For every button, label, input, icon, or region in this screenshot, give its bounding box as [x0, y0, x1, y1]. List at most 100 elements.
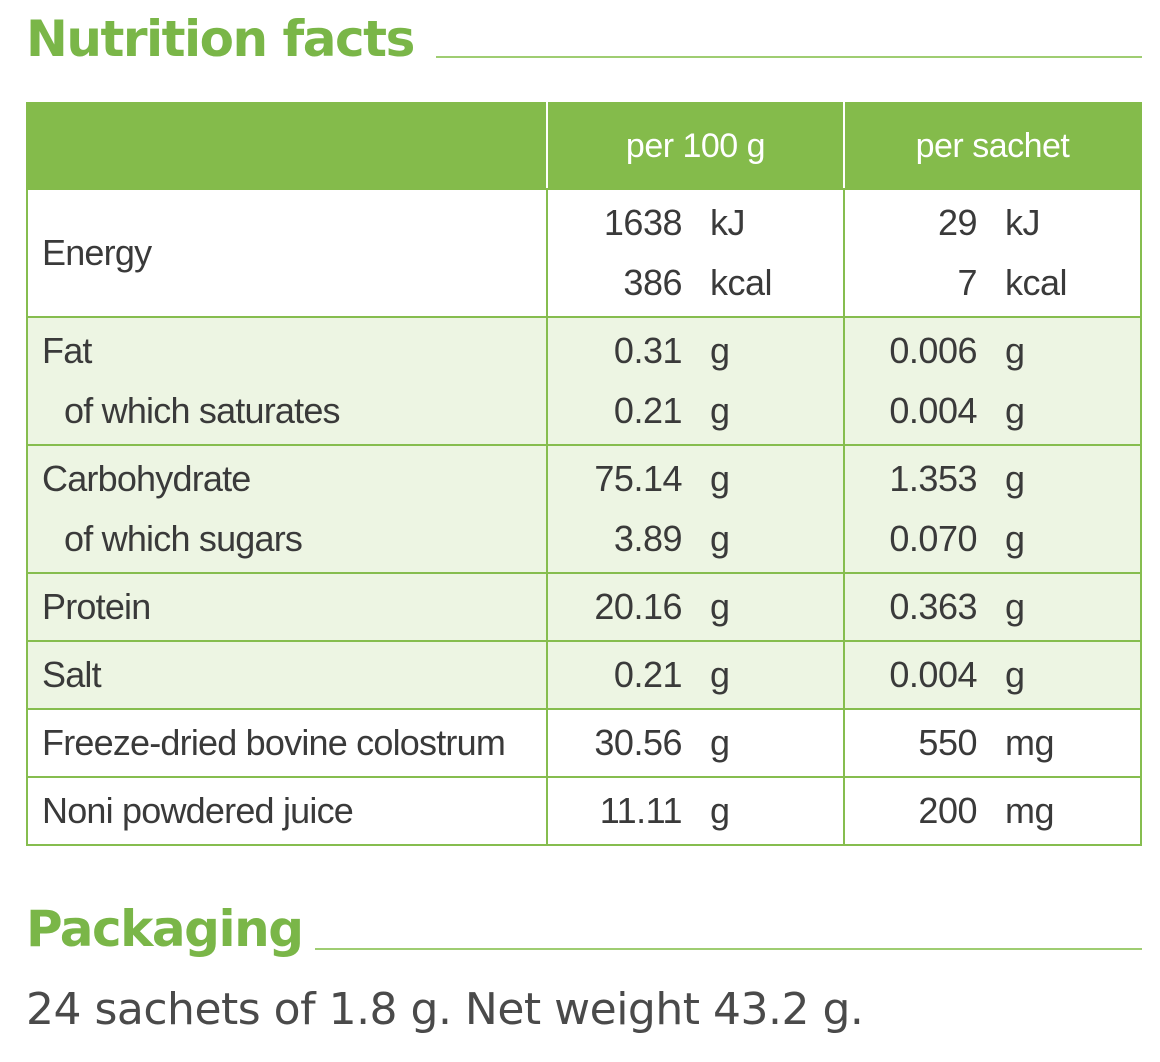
value-number: 20.16 — [594, 586, 682, 627]
value-per-sachet-cell: 550 mg — [843, 708, 1142, 778]
value-number: 1638 — [603, 202, 683, 243]
header-nutrient — [26, 102, 548, 190]
header-per-sachet: per sachet — [843, 102, 1142, 190]
nutrient-name: Carbohydrate — [42, 458, 251, 499]
table-header-row: per 100 g per sachet — [26, 102, 1142, 190]
value-unit: g — [1005, 458, 1025, 499]
value-number: 0.004 — [889, 390, 977, 431]
nutrition-table-body: Energy 1638 kJ 386 kcal 29 kJ 7 kcal Fat of which … — [26, 188, 1142, 846]
value-per-100g-cell: 0.31 g 0.21 g — [546, 316, 845, 446]
value-line: 0.21 g — [548, 645, 843, 705]
value-line: 0.004 g — [845, 645, 1140, 705]
value-line: 0.21 g — [548, 381, 843, 441]
value-number: 386 — [623, 262, 682, 303]
table-row: Energy 1638 kJ 386 kcal 29 kJ 7 kcal — [26, 188, 1142, 318]
value-per-sachet-cell: 0.363 g — [843, 572, 1142, 642]
nutrition-title: Nutrition facts — [26, 10, 415, 68]
value-unit: g — [710, 790, 730, 831]
table-row: Noni powdered juice 11.11 g 200 mg — [26, 776, 1142, 846]
value-per-100g-cell: 75.14 g 3.89 g — [546, 444, 845, 574]
value-line: 1.353 g — [845, 449, 1140, 509]
value-line: 29 kJ — [845, 193, 1140, 253]
value-unit: g — [710, 458, 730, 499]
value-unit: g — [710, 330, 730, 371]
packaging-title-rule — [314, 948, 1142, 950]
nutrient-name: Freeze-dried bovine colostrum — [42, 722, 506, 763]
value-unit: g — [1005, 390, 1025, 431]
nutrient-label-cell: Energy — [26, 188, 548, 318]
value-per-100g-cell: 11.11 g — [546, 776, 845, 846]
value-unit: g — [710, 390, 730, 431]
table-row: Freeze-dried bovine colostrum 30.56 g 550 mg — [26, 708, 1142, 778]
nutrient-label-cell: Noni powdered juice — [26, 776, 548, 846]
packaging-title: Packaging — [26, 900, 304, 958]
value-unit: mg — [1005, 790, 1055, 831]
value-number: 0.070 — [889, 518, 977, 559]
value-line: 20.16 g — [548, 577, 843, 637]
value-number: 3.89 — [613, 518, 683, 559]
packaging-heading: Packaging — [26, 904, 1142, 954]
value-line: 11.11 g — [548, 781, 843, 841]
nutrient-name: Salt — [42, 654, 102, 695]
value-number: 30.56 — [594, 722, 682, 763]
value-number: 0.363 — [889, 586, 977, 627]
nutrition-heading: Nutrition facts — [26, 14, 1142, 64]
value-per-sachet-cell: 1.353 g 0.070 g — [843, 444, 1142, 574]
value-unit: kJ — [1005, 202, 1041, 243]
packaging-description: 24 sachets of 1.8 g. Net weight 43.2 g. — [26, 984, 864, 1035]
value-per-sachet-cell: 200 mg — [843, 776, 1142, 846]
nutrition-title-rule — [435, 56, 1142, 58]
value-unit: g — [710, 654, 730, 695]
value-unit: g — [1005, 518, 1025, 559]
value-number: 0.31 — [613, 330, 683, 371]
value-number: 11.11 — [599, 790, 683, 831]
value-line: 550 mg — [845, 713, 1140, 773]
nutrient-label-cell: Freeze-dried bovine colostrum — [26, 708, 548, 778]
value-per-100g-cell: 30.56 g — [546, 708, 845, 778]
value-line: 30.56 g — [548, 713, 843, 773]
value-line: 1638 kJ — [548, 193, 843, 253]
value-number: 1.353 — [889, 458, 977, 499]
value-number: 7 — [957, 262, 977, 303]
value-number: 0.21 — [613, 654, 683, 695]
value-unit: kJ — [710, 202, 746, 243]
nutrient-label-cell: Fat of which saturates — [26, 316, 548, 446]
value-unit: g — [710, 722, 730, 763]
value-unit: kcal — [710, 262, 773, 303]
nutrient-subname: of which sugars — [64, 518, 303, 559]
value-line: 386 kcal — [548, 253, 843, 313]
table-row: Protein 20.16 g 0.363 g — [26, 572, 1142, 642]
value-line: 0.004 g — [845, 381, 1140, 441]
value-unit: kcal — [1005, 262, 1068, 303]
value-line: 200 mg — [845, 781, 1140, 841]
nutrient-name: Fat — [42, 330, 92, 371]
value-per-100g-cell: 0.21 g — [546, 640, 845, 710]
value-number: 0.21 — [613, 390, 683, 431]
value-unit: g — [1005, 330, 1025, 371]
value-number: 75.14 — [594, 458, 682, 499]
nutrient-subname: of which saturates — [64, 390, 341, 431]
value-unit: g — [710, 518, 730, 559]
table-row: Salt 0.21 g 0.004 g — [26, 640, 1142, 710]
value-per-100g-cell: 1638 kJ 386 kcal — [546, 188, 845, 318]
value-number: 200 — [918, 790, 977, 831]
value-unit: g — [1005, 654, 1025, 695]
value-line: 75.14 g — [548, 449, 843, 509]
nutrient-label-cell: Carbohydrate of which sugars — [26, 444, 548, 574]
value-number: 29 — [937, 202, 978, 243]
value-per-sachet-cell: 29 kJ 7 kcal — [843, 188, 1142, 318]
nutrition-table: per 100 g per sachet Energy 1638 kJ 386 kcal… — [26, 102, 1142, 846]
nutrient-name: Noni powdered juice — [42, 790, 354, 831]
table-row: Fat of which saturates 0.31 g 0.21 g 0.006 g 0.0… — [26, 316, 1142, 446]
value-unit: g — [710, 586, 730, 627]
value-line: 0.006 g — [845, 321, 1140, 381]
value-number: 0.006 — [889, 330, 977, 371]
value-line: 7 kcal — [845, 253, 1140, 313]
value-per-sachet-cell: 0.006 g 0.004 g — [843, 316, 1142, 446]
nutrient-label-cell: Protein — [26, 572, 548, 642]
value-per-sachet-cell: 0.004 g — [843, 640, 1142, 710]
value-unit: g — [1005, 586, 1025, 627]
nutrient-name: Protein — [42, 586, 151, 627]
value-per-100g-cell: 20.16 g — [546, 572, 845, 642]
table-row: Carbohydrate of which sugars 75.14 g 3.89 g 1.… — [26, 444, 1142, 574]
